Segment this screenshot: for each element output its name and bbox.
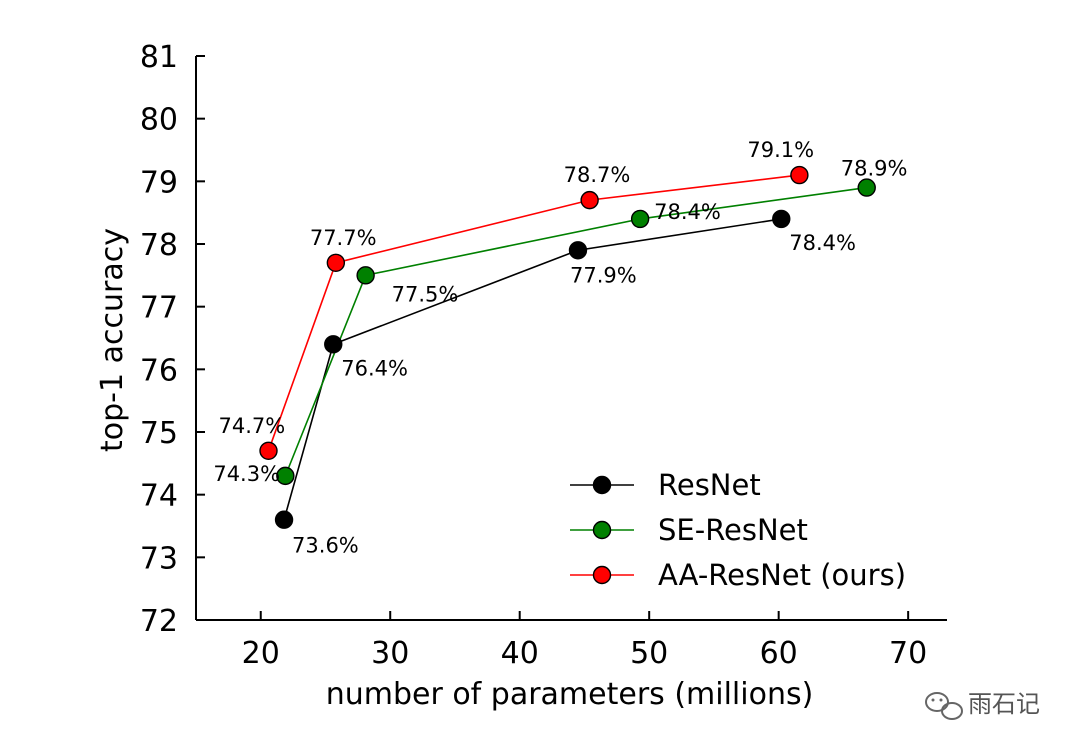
legend-marker (592, 520, 612, 540)
series-line (283, 218, 782, 520)
y-tick-label: 72 (140, 604, 178, 639)
data-label: 74.3% (213, 462, 280, 486)
wechat-logo-icon (925, 692, 963, 720)
data-point (356, 266, 375, 285)
data-label: 78.4% (789, 231, 856, 255)
watermark: 雨石记 (925, 690, 1040, 720)
data-point (568, 241, 588, 260)
data-point (580, 190, 599, 210)
x-tick-label: 60 (760, 636, 798, 671)
y-tick-label: 80 (140, 103, 178, 138)
x-tick-label: 20 (242, 636, 280, 671)
data-label: 77.5% (392, 282, 459, 306)
x-tick-label: 70 (889, 636, 927, 671)
legend-label: ResNet (658, 468, 761, 502)
legend-marker (592, 565, 612, 585)
x-tick-label: 30 (371, 636, 409, 671)
series-line (267, 174, 800, 452)
y-tick-label: 77 (140, 291, 178, 326)
data-label: 78.4% (654, 200, 721, 224)
y-tick-label: 81 (140, 40, 178, 75)
data-label: 78.9% (841, 157, 908, 181)
legend-marker (592, 475, 612, 495)
y-tick-label: 76 (140, 353, 178, 388)
x-axis-title: number of parameters (millions) (326, 677, 814, 712)
data-point (790, 165, 809, 185)
data-point (772, 209, 791, 229)
y-tick-label: 74 (140, 479, 178, 514)
data-point (276, 466, 295, 486)
data-label: 74.7% (219, 414, 286, 438)
data-point (259, 441, 278, 460)
data-label: 78.7% (564, 163, 631, 187)
data-label: 73.6% (292, 534, 359, 558)
x-tick-label: 40 (501, 636, 539, 671)
data-point (326, 253, 346, 272)
watermark-label: 雨石记 (968, 690, 1040, 718)
x-tick-label: 50 (630, 636, 668, 671)
data-label: 77.9% (570, 263, 637, 287)
data-point (324, 335, 343, 354)
data-point (274, 510, 294, 529)
y-tick-label: 75 (140, 416, 178, 451)
y-tick-label: 73 (140, 541, 178, 576)
data-point (857, 178, 876, 197)
legend-label: AA-ResNet (ours) (658, 558, 906, 592)
series-line (284, 186, 867, 477)
y-tick-label: 78 (140, 228, 178, 263)
data-label: 77.7% (310, 226, 377, 250)
y-axis-title: top-1 accuracy (95, 228, 130, 452)
data-point (630, 209, 650, 229)
legend: ResNet SE-ResNet AA-ResNet (ours) (570, 468, 906, 592)
data-label: 76.4% (341, 356, 408, 380)
y-tick-label: 79 (140, 165, 178, 200)
legend-label: SE-ResNet (658, 513, 808, 547)
data-label: 79.1% (747, 138, 814, 162)
